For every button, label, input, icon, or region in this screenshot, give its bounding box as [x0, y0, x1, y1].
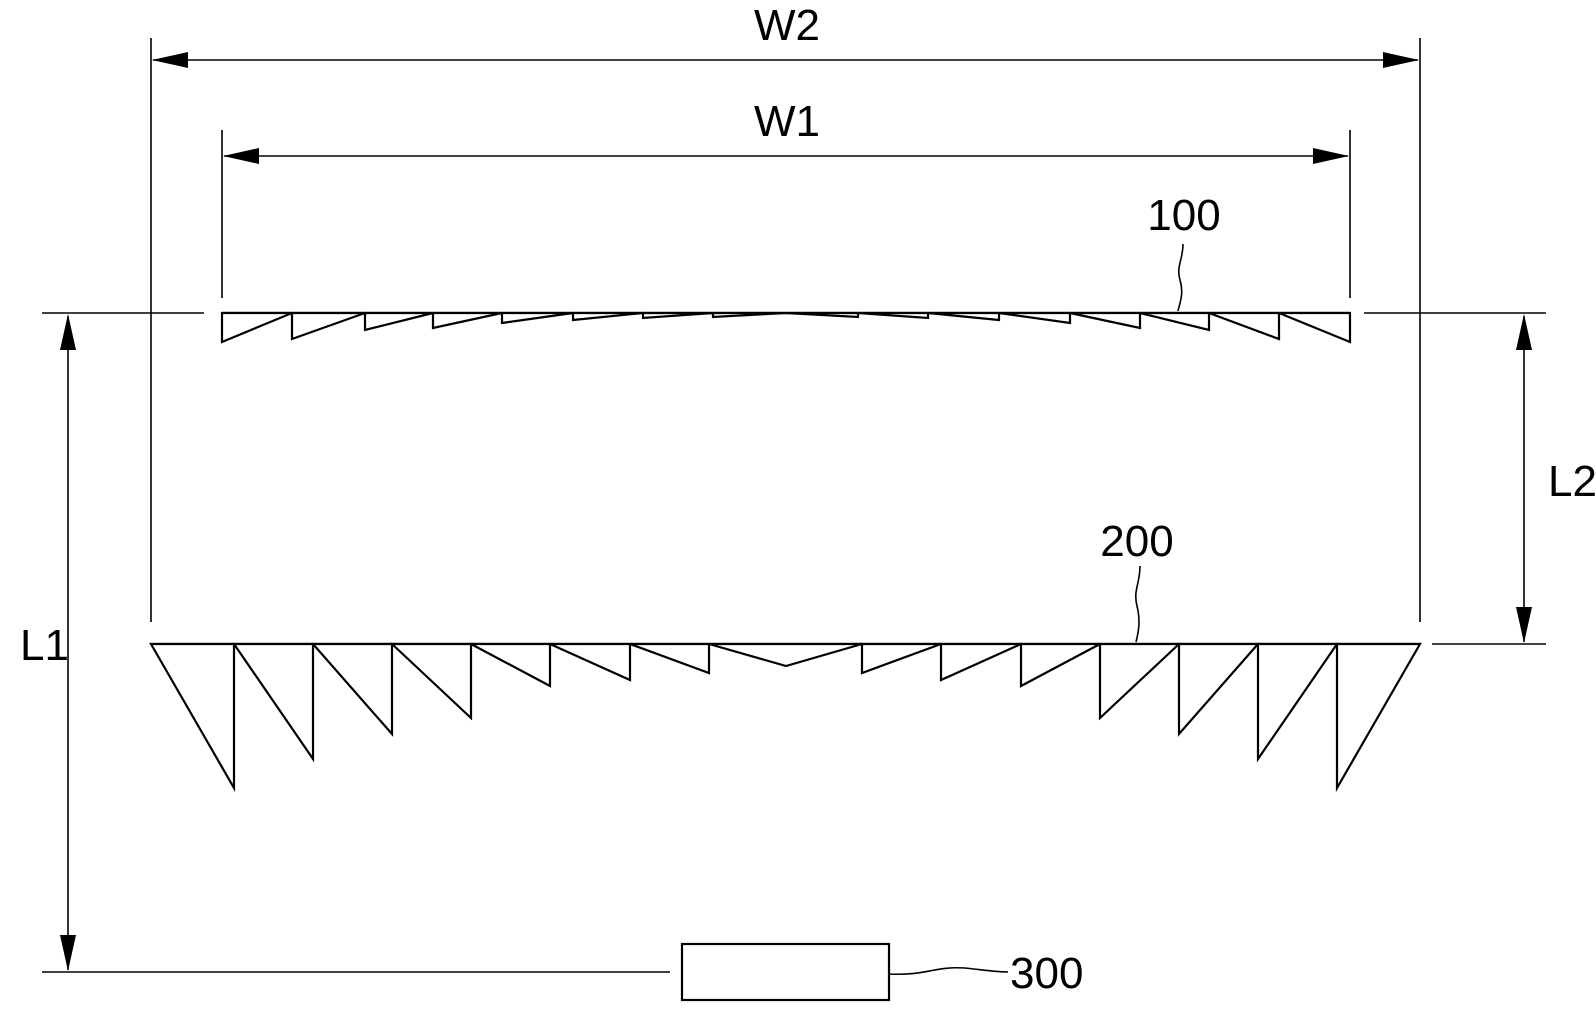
lens-upper-tooth	[573, 313, 643, 320]
leader-line-200	[1136, 566, 1140, 642]
lens-lower-tooth	[151, 644, 234, 788]
light-source: 300	[682, 944, 1083, 1000]
lens-lower-tooth	[1021, 644, 1100, 686]
label-w1: W1	[754, 97, 820, 146]
lens-upper-tooth	[713, 313, 858, 317]
lens-upper-tooth	[999, 313, 1070, 323]
lens-upper-tooth	[928, 313, 999, 320]
lens-upper-tooth	[1070, 313, 1140, 328]
lens-lower-tooth	[709, 644, 862, 666]
fresnel-lens-upper: 100	[222, 191, 1350, 342]
lens-lower-tooth	[234, 644, 313, 759]
arrowhead	[223, 148, 259, 164]
label-100: 100	[1147, 191, 1220, 240]
lens-lower-tooth	[392, 644, 471, 718]
lens-lower-tooth	[550, 644, 630, 680]
dimension-l2: L2	[1364, 313, 1596, 644]
arrowhead	[152, 52, 188, 68]
arrowhead	[1516, 607, 1532, 643]
lens-upper-tooth	[502, 313, 573, 323]
lens-lower-tooth	[1337, 644, 1420, 788]
lens-upper-tooth	[643, 313, 713, 318]
arrowhead	[60, 935, 76, 971]
fresnel-lens-lower: 200	[151, 517, 1420, 788]
lens-lower-tooth	[471, 644, 550, 686]
lens-lower-tooth	[313, 644, 392, 734]
arrowhead	[1313, 148, 1349, 164]
lens-upper-tooth	[222, 313, 292, 342]
dimension-w2: W2	[151, 1, 1420, 622]
dimension-l1: L1	[20, 313, 670, 972]
lens-upper-tooth	[1209, 313, 1279, 339]
lens-lower-tooth	[630, 644, 709, 673]
label-l1: L1	[20, 621, 69, 670]
lens-upper-tooth	[433, 313, 502, 328]
lens-lower-tooth	[1100, 644, 1179, 718]
label-l2: L2	[1548, 457, 1596, 506]
arrowhead	[60, 314, 76, 350]
label-300: 300	[1010, 949, 1083, 998]
light-source-box	[682, 944, 889, 1000]
leader-line-300	[889, 968, 1008, 975]
label-w2: W2	[754, 1, 820, 50]
lens-lower-tooth	[941, 644, 1021, 680]
lens-upper-tooth	[1140, 313, 1209, 330]
arrowhead	[1516, 314, 1532, 350]
leader-line-100	[1178, 244, 1183, 311]
lens-lower-tooth	[1179, 644, 1258, 734]
label-200: 200	[1100, 517, 1173, 566]
lens-upper-tooth	[292, 313, 365, 339]
lens-upper-tooth	[858, 313, 928, 318]
arrowhead	[1383, 52, 1419, 68]
lens-upper-tooth	[1279, 313, 1350, 342]
lens-lower-tooth	[862, 644, 941, 673]
lens-upper-tooth	[365, 313, 433, 330]
lens-lower-tooth	[1258, 644, 1337, 759]
